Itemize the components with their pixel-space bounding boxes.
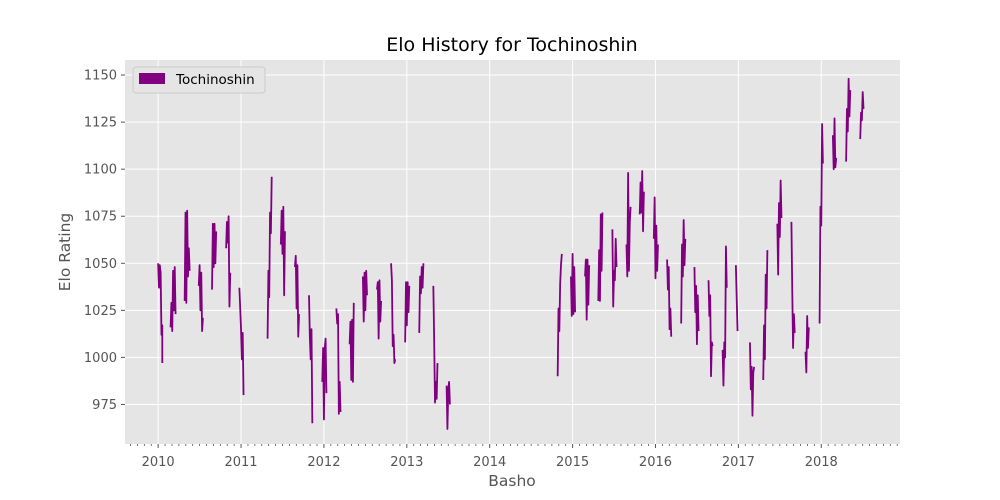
axis-ticks	[121, 74, 898, 448]
series-line-segment	[597, 212, 604, 302]
series-line-segment	[762, 250, 769, 381]
series-line-segment	[638, 170, 645, 233]
series-line-segment	[376, 279, 383, 340]
x-tick-label: 2017	[722, 455, 755, 470]
y-tick-label: 1000	[84, 351, 117, 366]
x-axis-label: Basho	[488, 472, 536, 490]
series-line-segment	[749, 342, 756, 417]
series-line-segment	[390, 263, 397, 364]
x-tick-label: 2014	[473, 455, 506, 470]
series-line-segment	[693, 267, 700, 346]
y-tick-label: 975	[92, 398, 117, 413]
series-line-segment	[211, 222, 218, 290]
series-line-segment	[707, 280, 714, 378]
x-tick-label: 2016	[639, 455, 672, 470]
x-tick-labels: 2010 2011 2012 2013 2014 2015 2016 2017 2018	[142, 455, 838, 470]
series-line-segment	[831, 117, 838, 171]
series-line-segment	[321, 337, 328, 421]
x-tick-label: 2012	[307, 455, 340, 470]
series-line-segment	[721, 245, 728, 387]
legend-label: Tochinoshin	[175, 72, 255, 88]
y-tick-label: 1025	[84, 304, 117, 319]
legend: Tochinoshin	[132, 66, 266, 94]
series-tochinoshin	[157, 77, 865, 430]
series-line-segment	[859, 91, 865, 140]
series-line-segment	[169, 266, 177, 332]
series-line-segment	[625, 172, 632, 278]
series-line-segment	[183, 209, 191, 304]
legend-swatch	[139, 73, 165, 84]
series-line-segment	[556, 253, 563, 377]
y-axis-label: Elo Rating	[56, 213, 74, 291]
series-line-segment	[308, 295, 314, 424]
series-line-segment	[611, 229, 618, 308]
series-line-segment	[845, 77, 852, 162]
series-line-segment	[361, 269, 368, 323]
y-tick-label: 1100	[84, 163, 117, 178]
plot-area	[125, 60, 900, 444]
series-line-segment	[335, 308, 342, 415]
series-line-segment	[348, 302, 355, 383]
series-line-segment	[734, 265, 739, 332]
x-tick-label: 2018	[805, 455, 838, 470]
series-line-segment	[418, 263, 425, 333]
y-tick-label: 1150	[84, 69, 117, 84]
series-line-segment	[804, 315, 810, 374]
series-line-segment	[666, 259, 673, 337]
x-tick-label: 2013	[390, 455, 423, 470]
series-line-segment	[238, 287, 245, 396]
y-tick-label: 1075	[84, 210, 117, 225]
series-line-segment	[225, 215, 232, 308]
series-line-segment	[680, 219, 687, 324]
chart-title: Elo History for Tochinoshin	[386, 34, 637, 56]
series-line-segment	[445, 380, 451, 430]
y-tick-label: 1050	[84, 257, 117, 272]
x-tick-label: 2011	[224, 455, 257, 470]
series-line-segment	[197, 264, 204, 332]
series-line-segment	[266, 176, 273, 339]
series-line-segment	[294, 254, 300, 338]
series-line-segment	[790, 221, 796, 349]
y-tick-label: 1125	[84, 116, 117, 131]
series-line-segment	[279, 205, 286, 297]
series-line-segment	[157, 263, 164, 364]
x-tick-label: 2015	[556, 455, 589, 470]
series-line-segment	[584, 258, 591, 321]
legend-box	[132, 66, 266, 94]
series-line-segment	[652, 196, 659, 280]
series-line-segment	[570, 252, 576, 317]
y-tick-labels: 975 1000 1025 1050 1075 1100 1125 1150	[84, 69, 117, 413]
series-line-segment	[432, 285, 439, 404]
series-line-segment	[404, 281, 411, 343]
x-tick-label: 2010	[142, 455, 175, 470]
series-line-segment	[776, 179, 783, 276]
series-line-segment	[818, 123, 824, 324]
